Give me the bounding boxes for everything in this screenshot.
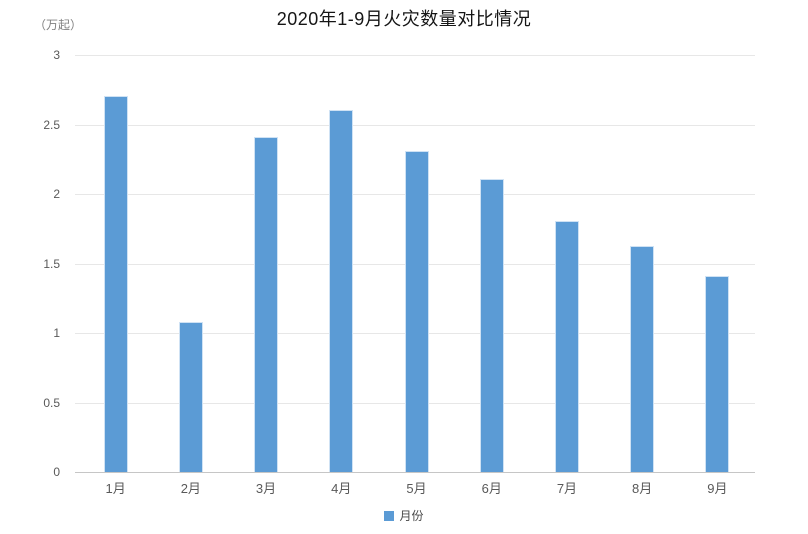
y-axis-tick-label: 3: [53, 48, 60, 62]
bar-9月[interactable]: [705, 276, 730, 472]
x-axis-tick-label: 3月: [255, 481, 277, 496]
y-axis-tick-label: 2: [53, 187, 60, 201]
x-axis: 1月 2月 3月 4月 5月 6月 7月 8月 9月: [78, 478, 755, 498]
x-axis-tick-label: 8月: [632, 481, 653, 496]
gridline: [75, 124, 755, 126]
legend[interactable]: 月份: [0, 507, 808, 524]
x-axis-tick-label: 6月: [481, 481, 502, 496]
y-axis-unit-label: （万起）: [34, 18, 83, 32]
x-axis-tick-label: 7月: [556, 481, 578, 496]
bar-3月[interactable]: [254, 137, 279, 472]
x-axis-line: [75, 472, 755, 473]
bar-1月[interactable]: [103, 95, 128, 472]
legend-label: 月份: [399, 509, 424, 523]
x-axis-tick-label: 9月: [707, 481, 728, 496]
bar-5月[interactable]: [404, 151, 429, 472]
y-axis: 0 0.5 1 1.5 2 2.5 3: [0, 48, 70, 479]
y-axis-tick-label: 1.5: [43, 256, 60, 271]
bar-8月[interactable]: [630, 245, 655, 472]
bar-4月[interactable]: [329, 109, 354, 472]
y-axis-tick-label: 0.5: [43, 395, 60, 410]
x-axis-tick-label: 2月: [180, 481, 201, 496]
x-axis-tick-label: 5月: [406, 481, 427, 496]
x-axis-tick-label: 4月: [331, 481, 352, 496]
bar-6月[interactable]: [479, 179, 504, 472]
y-axis-tick-label: 2.5: [43, 117, 60, 132]
y-axis-tick-label: 0: [53, 465, 60, 479]
y-axis-tick-label: 1: [53, 326, 60, 340]
bar-7月[interactable]: [554, 220, 579, 472]
gridline: [75, 55, 755, 56]
bar-2月[interactable]: [178, 322, 203, 472]
plot-area: [75, 55, 755, 473]
legend-swatch-icon: [384, 510, 395, 521]
chart-title: 2020年1-9月火灾数量对比情况: [276, 9, 532, 29]
x-axis-tick-label: 1月: [105, 481, 126, 496]
